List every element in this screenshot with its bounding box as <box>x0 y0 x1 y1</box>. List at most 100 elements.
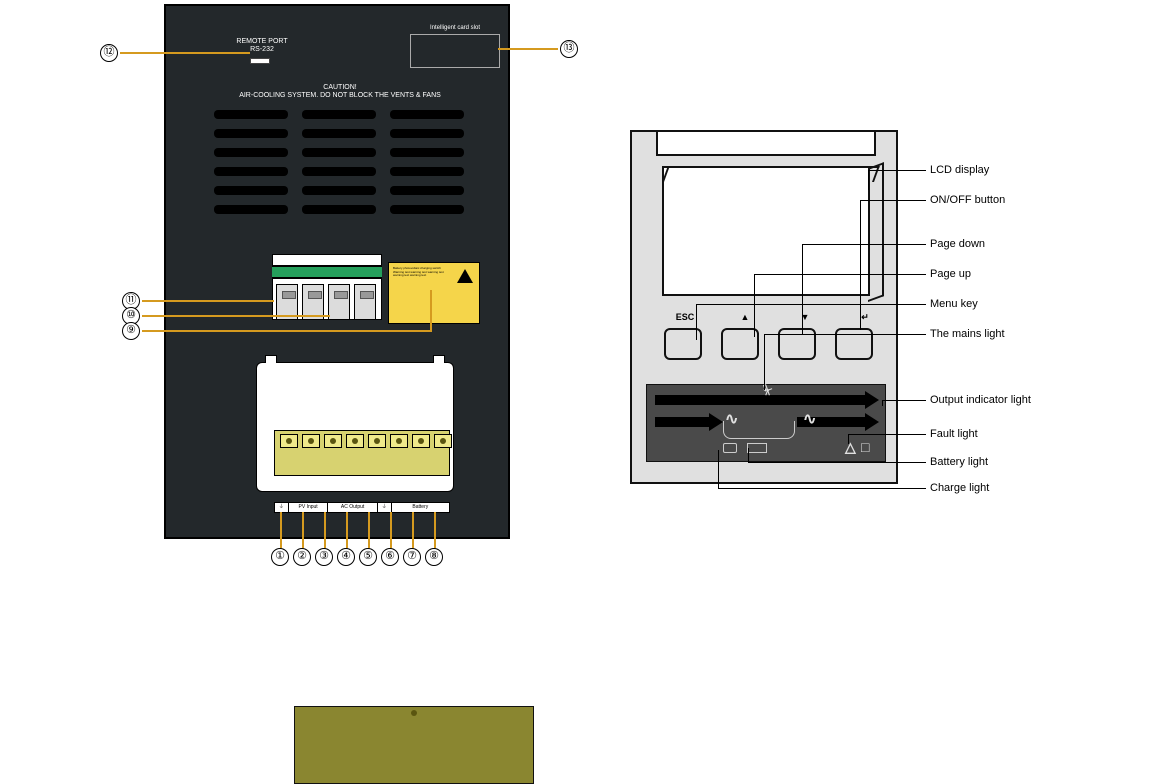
terminal <box>324 434 342 448</box>
panel-label: ON/OFF button <box>930 194 1005 206</box>
label-leader-v <box>696 304 697 340</box>
panel-label: Battery light <box>930 456 988 468</box>
battery-light-icon <box>747 443 767 453</box>
down-button[interactable] <box>778 328 816 360</box>
callout-line-5 <box>368 512 370 548</box>
top-arrow-body <box>655 395 865 405</box>
callout-line-2 <box>302 512 304 548</box>
vent <box>214 186 288 195</box>
label-leader <box>868 170 926 171</box>
breaker-top-strip <box>272 254 382 266</box>
callout-line-3 <box>324 512 326 548</box>
vent <box>302 129 376 138</box>
terminal-label-segment: AC Output <box>328 503 377 512</box>
vent <box>214 167 288 176</box>
bottom-arrow-left <box>655 417 709 427</box>
label-leader <box>696 304 926 305</box>
terminal <box>412 434 430 448</box>
vent <box>302 205 376 214</box>
warning-label: Battery photovoltaic charging switchWarn… <box>388 262 480 324</box>
vent <box>214 110 288 119</box>
terminal <box>294 706 534 784</box>
inverter-wave2-icon: ∿ <box>803 409 816 429</box>
callout-line-10 <box>142 315 330 317</box>
enter-button[interactable] <box>835 328 873 360</box>
terminal <box>302 434 320 448</box>
button-glyph: ▼ <box>788 312 822 323</box>
terminal <box>368 434 386 448</box>
terminal-label-segment: ⏚ <box>275 503 289 512</box>
vent <box>302 167 376 176</box>
terminal <box>346 434 364 448</box>
warning-label-text: Battery photovoltaic charging switchWarn… <box>393 267 449 319</box>
callout-line-11 <box>142 300 274 302</box>
callout-line-9b <box>430 290 432 330</box>
vent-grid <box>214 110 464 214</box>
front-panel-figure: ESC▲▼↵ ⏧ ∿ ∿ △ □ LCD disp <box>630 130 1140 530</box>
breaker-header <box>272 266 382 278</box>
terminal <box>390 434 408 448</box>
fault-triangle-icon: △ <box>845 439 856 456</box>
label-leader <box>860 200 926 201</box>
panel-label: Output indicator light <box>930 394 1031 406</box>
button-glyph: ↵ <box>848 312 882 323</box>
callout-line-6 <box>390 512 392 548</box>
label-leader <box>882 400 926 401</box>
vent <box>214 129 288 138</box>
callout-line-4 <box>346 512 348 548</box>
callout-12: ⑫ <box>100 44 118 62</box>
button-label-row: ESC▲▼↵ <box>668 312 882 323</box>
panel-label: Fault light <box>930 428 978 440</box>
lcd-display <box>662 166 870 296</box>
terminal <box>434 434 452 448</box>
callout-13: ⑬ <box>560 40 578 58</box>
terminal-label-segment: Battery <box>392 503 449 512</box>
flow-diagram-panel: ⏧ ∿ ∿ △ □ <box>646 384 886 462</box>
callout-line-9a <box>142 330 432 332</box>
label-leader <box>718 488 926 489</box>
label-leader <box>764 334 926 335</box>
callout-8: ⑧ <box>425 548 443 566</box>
callout-4: ④ <box>337 548 355 566</box>
callout-3: ③ <box>315 548 333 566</box>
label-leader <box>802 244 926 245</box>
label-leader-v <box>754 274 755 337</box>
bottom-arrow-right-head-icon <box>865 413 879 431</box>
remote-port <box>250 58 270 64</box>
label-leader-v <box>802 244 803 334</box>
label-leader-v <box>868 170 869 190</box>
panel-label: Page down <box>930 238 985 250</box>
callout-7: ⑦ <box>403 548 421 566</box>
panel-label: Charge light <box>930 482 989 494</box>
label-leader <box>754 274 926 275</box>
vent <box>390 186 464 195</box>
terminal-label-strip: ⏚PV InputAC Output⏚Battery <box>274 502 450 513</box>
terminal <box>280 434 298 448</box>
callout-line-1 <box>280 512 282 548</box>
intelligent-card-slot: Intelligent card slot <box>410 34 500 68</box>
vent <box>302 186 376 195</box>
intelligent-card-slot-label: Intelligent card slot <box>411 25 499 31</box>
panel-label: Menu key <box>930 298 978 310</box>
front-panel: ESC▲▼↵ ⏧ ∿ ∿ △ □ <box>630 130 898 484</box>
breaker-4 <box>354 284 376 320</box>
callout-line-12 <box>120 52 250 54</box>
vent <box>390 205 464 214</box>
panel-label: Page up <box>930 268 971 280</box>
caution-text: CAUTION! AIR-COOLING SYSTEM. DO NOT BLOC… <box>190 84 490 101</box>
terminal-row-1 <box>280 434 452 448</box>
callout-9: ⑨ <box>122 322 140 340</box>
button-glyph: ▲ <box>728 312 762 323</box>
label-leader-v <box>764 334 765 390</box>
vent <box>214 148 288 157</box>
panel-label: LCD display <box>930 164 989 176</box>
top-arrow-head-icon <box>865 391 879 409</box>
label-leader-v <box>860 200 861 330</box>
callout-2: ② <box>293 548 311 566</box>
bottom-arrow-left-head-icon <box>709 413 723 431</box>
label-leader <box>848 434 926 435</box>
front-panel-notch <box>656 132 876 156</box>
vent <box>390 167 464 176</box>
label-leader <box>748 462 926 463</box>
vent <box>390 148 464 157</box>
